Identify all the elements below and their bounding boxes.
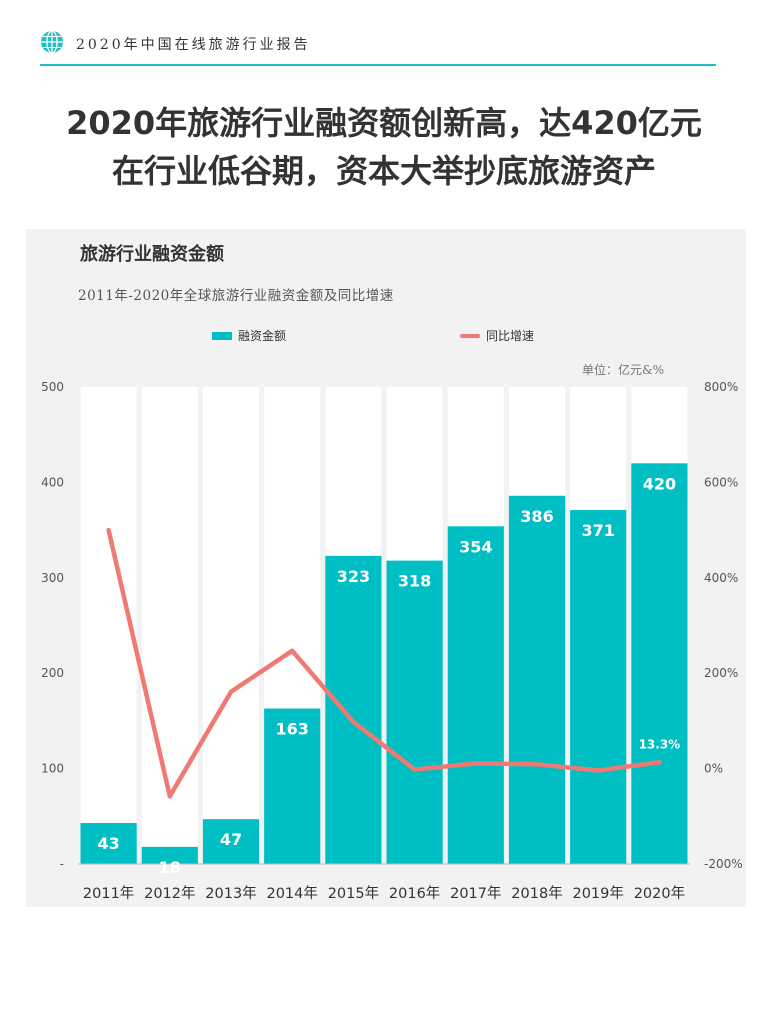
- bar-value-label: 318: [398, 572, 431, 591]
- bar-value-label: 163: [275, 719, 308, 738]
- left-axis-tick-label: 200: [41, 666, 64, 680]
- bar-funding: [570, 510, 627, 864]
- legend-label-growth: 同比增速: [486, 329, 535, 343]
- x-axis-category-label: 2015年: [328, 885, 379, 902]
- bar-funding: [80, 822, 137, 864]
- bar-value-label: 420: [643, 474, 676, 493]
- x-axis-category-label: 2013年: [205, 885, 256, 902]
- bar-value-label: 43: [97, 834, 119, 853]
- headline-line-1: 2020年旅游行业融资额创新高，达420亿元: [66, 104, 702, 142]
- left-axis-tick-label: 500: [41, 380, 64, 394]
- right-axis-tick-label: 200%: [704, 666, 738, 680]
- left-axis-tick-label: -: [60, 857, 64, 871]
- x-axis-category-label: 2011年: [83, 885, 134, 902]
- line-value-label: 13.3%: [639, 737, 681, 751]
- column-lane: [202, 387, 260, 864]
- legend-bar-swatch: [212, 331, 232, 340]
- bar-value-label: 47: [220, 830, 242, 849]
- bar-funding: [141, 846, 198, 864]
- x-axis-category-label: 2017年: [450, 885, 501, 902]
- bar-funding: [508, 495, 566, 864]
- bar-value-label: 354: [459, 537, 492, 556]
- right-axis-tick-label: 0%: [704, 762, 723, 776]
- unit-label: 单位：亿元&%: [582, 363, 665, 377]
- report-title: 2020年中国在线旅游行业报告: [76, 37, 311, 53]
- left-axis-tick-label: 300: [41, 571, 64, 585]
- bar-funding: [264, 708, 321, 864]
- x-axis-category-label: 2016年: [389, 885, 440, 902]
- bar-funding: [386, 560, 443, 864]
- headline-line-2: 在行业低谷期，资本大举抄底旅游资产: [111, 152, 656, 190]
- report-header: 2020年中国在线旅游行业报告: [40, 28, 716, 66]
- x-axis-category-label: 2019年: [572, 885, 623, 902]
- x-axis-category-label: 2012年: [144, 885, 195, 902]
- legend-item-funding: 融资金额: [212, 327, 286, 344]
- bar-value-label: 371: [581, 521, 614, 540]
- bar-funding: [325, 555, 382, 864]
- bar-value-label: 323: [337, 567, 370, 586]
- bar-value-label: 386: [520, 507, 553, 526]
- bar-funding: [447, 526, 504, 864]
- left-axis-tick-label: 100: [41, 762, 64, 776]
- chart-subtitle: 2011年-2020年全球旅游行业融资金额及同比增速: [78, 288, 394, 304]
- bar-value-label: 18: [159, 858, 181, 877]
- line-growth-rate: [106, 527, 662, 799]
- globe-icon: [41, 30, 63, 54]
- legend-item-growth: 同比增速: [460, 327, 534, 344]
- chart-title: 旅游行业融资金额: [80, 244, 224, 265]
- x-axis-category-label: 2020年: [634, 885, 685, 902]
- right-axis-tick-label: 600%: [704, 475, 738, 489]
- left-axis-tick-label: 400: [41, 475, 64, 489]
- right-axis-tick-label: -200%: [704, 857, 743, 871]
- right-axis-tick-label: 800%: [704, 380, 738, 394]
- x-axis-category-label: 2014年: [266, 885, 317, 902]
- legend-label-funding: 融资金额: [238, 329, 287, 343]
- bar-funding: [202, 819, 260, 864]
- bar-funding: [631, 463, 688, 864]
- x-axis-category-label: 2018年: [511, 885, 562, 902]
- legend-line-swatch: [460, 333, 480, 338]
- column-lane: [80, 387, 137, 864]
- column-lane: [141, 387, 198, 864]
- right-axis-tick-label: 400%: [704, 571, 738, 585]
